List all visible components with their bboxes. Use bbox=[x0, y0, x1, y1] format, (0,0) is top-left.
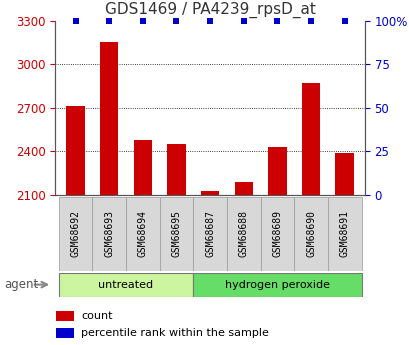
Bar bbox=[267, 147, 286, 195]
Text: hydrogen peroxide: hydrogen peroxide bbox=[225, 280, 329, 289]
Bar bbox=[56, 310, 74, 321]
Bar bbox=[56, 328, 74, 338]
Bar bbox=[301, 83, 319, 195]
Bar bbox=[159, 197, 193, 271]
Bar bbox=[294, 197, 327, 271]
Bar bbox=[227, 197, 260, 271]
Text: count: count bbox=[81, 311, 112, 321]
Text: GSM68693: GSM68693 bbox=[104, 210, 114, 257]
Text: agent: agent bbox=[4, 278, 38, 291]
Text: GSM68694: GSM68694 bbox=[137, 210, 148, 257]
Text: GSM68695: GSM68695 bbox=[171, 210, 181, 257]
Text: GSM68690: GSM68690 bbox=[306, 210, 315, 257]
Text: GSM68687: GSM68687 bbox=[204, 210, 215, 257]
Bar bbox=[126, 197, 159, 271]
Text: percentile rank within the sample: percentile rank within the sample bbox=[81, 328, 268, 338]
Title: GDS1469 / PA4239_rpsD_at: GDS1469 / PA4239_rpsD_at bbox=[104, 2, 315, 18]
Bar bbox=[327, 197, 361, 271]
Text: GSM68692: GSM68692 bbox=[70, 210, 80, 257]
Text: GSM68691: GSM68691 bbox=[339, 210, 349, 257]
Text: GSM68689: GSM68689 bbox=[272, 210, 282, 257]
Text: GSM68688: GSM68688 bbox=[238, 210, 248, 257]
Bar bbox=[167, 144, 185, 195]
Bar bbox=[66, 106, 85, 195]
Text: untreated: untreated bbox=[98, 280, 153, 289]
Bar bbox=[260, 197, 294, 271]
Bar bbox=[234, 182, 252, 195]
Bar bbox=[335, 153, 353, 195]
Bar bbox=[58, 273, 193, 297]
Bar bbox=[133, 140, 152, 195]
Bar bbox=[58, 197, 92, 271]
Bar bbox=[193, 273, 361, 297]
Bar bbox=[92, 197, 126, 271]
Bar bbox=[193, 197, 227, 271]
Bar bbox=[200, 190, 219, 195]
Bar bbox=[100, 42, 118, 195]
